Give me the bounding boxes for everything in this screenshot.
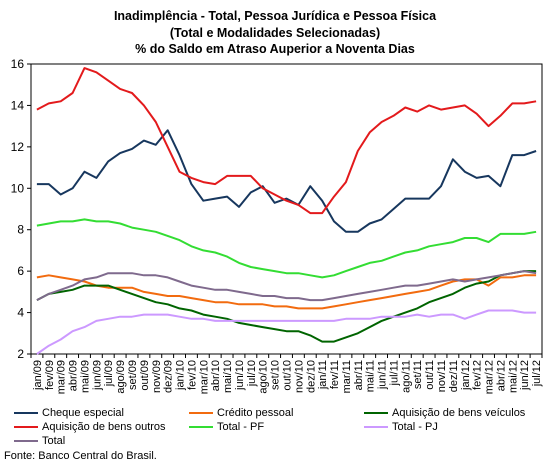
x-tick-label: mai/10 <box>222 360 234 393</box>
x-tick-label: out/11 <box>424 360 436 390</box>
x-tick-label: set/10 <box>270 360 282 390</box>
series-line-3 <box>36 270 537 343</box>
x-tick-label: jun/10 <box>234 360 246 391</box>
x-tick-label: nov/09 <box>151 360 163 393</box>
y-tick-label: 4 <box>17 306 24 320</box>
legend-label: Crédito pessoal <box>217 407 294 419</box>
x-tick-label: ago/10 <box>258 360 270 394</box>
x-tick-label: jul/12 <box>531 360 543 387</box>
y-tick-label: 14 <box>11 98 25 112</box>
x-tick-label: set/09 <box>127 360 139 390</box>
y-tick-label: 8 <box>17 223 24 237</box>
x-tick-label: set/11 <box>412 360 424 389</box>
x-tick-label: mai/11 <box>365 360 377 392</box>
x-tick-label: mai/12 <box>507 360 519 393</box>
x-tick-label: mar/10 <box>198 360 210 394</box>
legend-swatch <box>364 426 388 428</box>
x-tick-label: jan/11 <box>317 360 329 390</box>
legend-label: Aquisição de bens veículos <box>392 407 526 419</box>
x-tick-label: dez/10 <box>305 360 317 393</box>
x-tick-label: fev/12 <box>472 360 484 390</box>
x-tick-label: nov/10 <box>293 360 305 393</box>
x-tick-label: dez/11 <box>448 360 460 392</box>
chart-title-line-3: % do Saldo em Atraso Auperior a Noventa … <box>135 42 415 56</box>
chart-title: Inadimplência - Total, Pessoa Jurídica e… <box>0 8 550 58</box>
x-tick-label: jan/12 <box>460 360 472 391</box>
x-tick-label: out/09 <box>139 360 151 391</box>
legend-swatch <box>14 412 38 414</box>
x-tick-label: mar/12 <box>484 360 496 394</box>
y-tick-label: 12 <box>11 140 25 154</box>
legend-swatch <box>364 412 388 414</box>
legend-label: Total - PF <box>217 421 265 433</box>
series-line-5 <box>36 218 537 279</box>
chart-title-line-1: Inadimplência - Total, Pessoa Jurídica e… <box>113 9 437 23</box>
legend-label: Aquisição de bens outros <box>42 421 166 433</box>
x-tick-label: jun/09 <box>91 360 103 391</box>
x-tick-label: ago/09 <box>115 360 127 394</box>
chart-title-line-2: (Total e Modalidades Selecionadas) <box>169 25 381 40</box>
series-line-6 <box>36 309 537 355</box>
legend-swatch <box>189 412 213 414</box>
legend-label: Total <box>42 435 66 447</box>
x-tick-label: mai/09 <box>79 360 91 393</box>
legend-swatch <box>14 426 38 428</box>
x-tick-label: jan/10 <box>175 360 187 391</box>
x-tick-label: fev/09 <box>44 360 56 390</box>
x-tick-label: mar/11 <box>341 360 353 393</box>
x-tick-label: abr/11 <box>353 360 365 390</box>
source-note: Fonte: Banco Central do Brasil. <box>4 450 157 462</box>
x-tick-label: abr/09 <box>68 360 80 391</box>
x-tick-label: jun/12 <box>519 360 531 391</box>
x-tick-label: jul/10 <box>246 360 258 387</box>
legend-label: Total - PJ <box>392 421 438 433</box>
x-tick-label: jul/11 <box>388 360 400 386</box>
y-tick-label: 2 <box>17 347 24 361</box>
series-line-4 <box>36 67 537 215</box>
y-tick-label: 16 <box>11 57 25 71</box>
plot-area <box>30 63 543 355</box>
y-tick-label: 6 <box>17 264 24 278</box>
x-tick-label: jun/11 <box>377 360 389 390</box>
x-tick-label: dez/09 <box>163 360 175 393</box>
x-tick-label: abr/12 <box>495 360 507 391</box>
x-tick-label: ago/11 <box>400 360 412 393</box>
series-line-2 <box>36 274 537 310</box>
x-tick-label: abr/10 <box>210 360 222 391</box>
series-line-1 <box>36 129 537 233</box>
x-tick-label: out/10 <box>282 360 294 391</box>
x-tick-label: fev/11 <box>329 360 341 389</box>
legend-swatch <box>189 426 213 428</box>
x-tick-label: fev/10 <box>186 360 198 390</box>
x-tick-label: jul/09 <box>103 360 115 387</box>
x-tick-label: mar/09 <box>56 360 68 394</box>
legend-label: Cheque especial <box>42 407 124 419</box>
x-tick-label: jan/09 <box>32 360 44 391</box>
x-tick-label: nov/11 <box>436 360 448 392</box>
series-line-7 <box>36 270 537 302</box>
y-tick-label: 10 <box>11 181 25 195</box>
legend-swatch <box>14 440 38 442</box>
